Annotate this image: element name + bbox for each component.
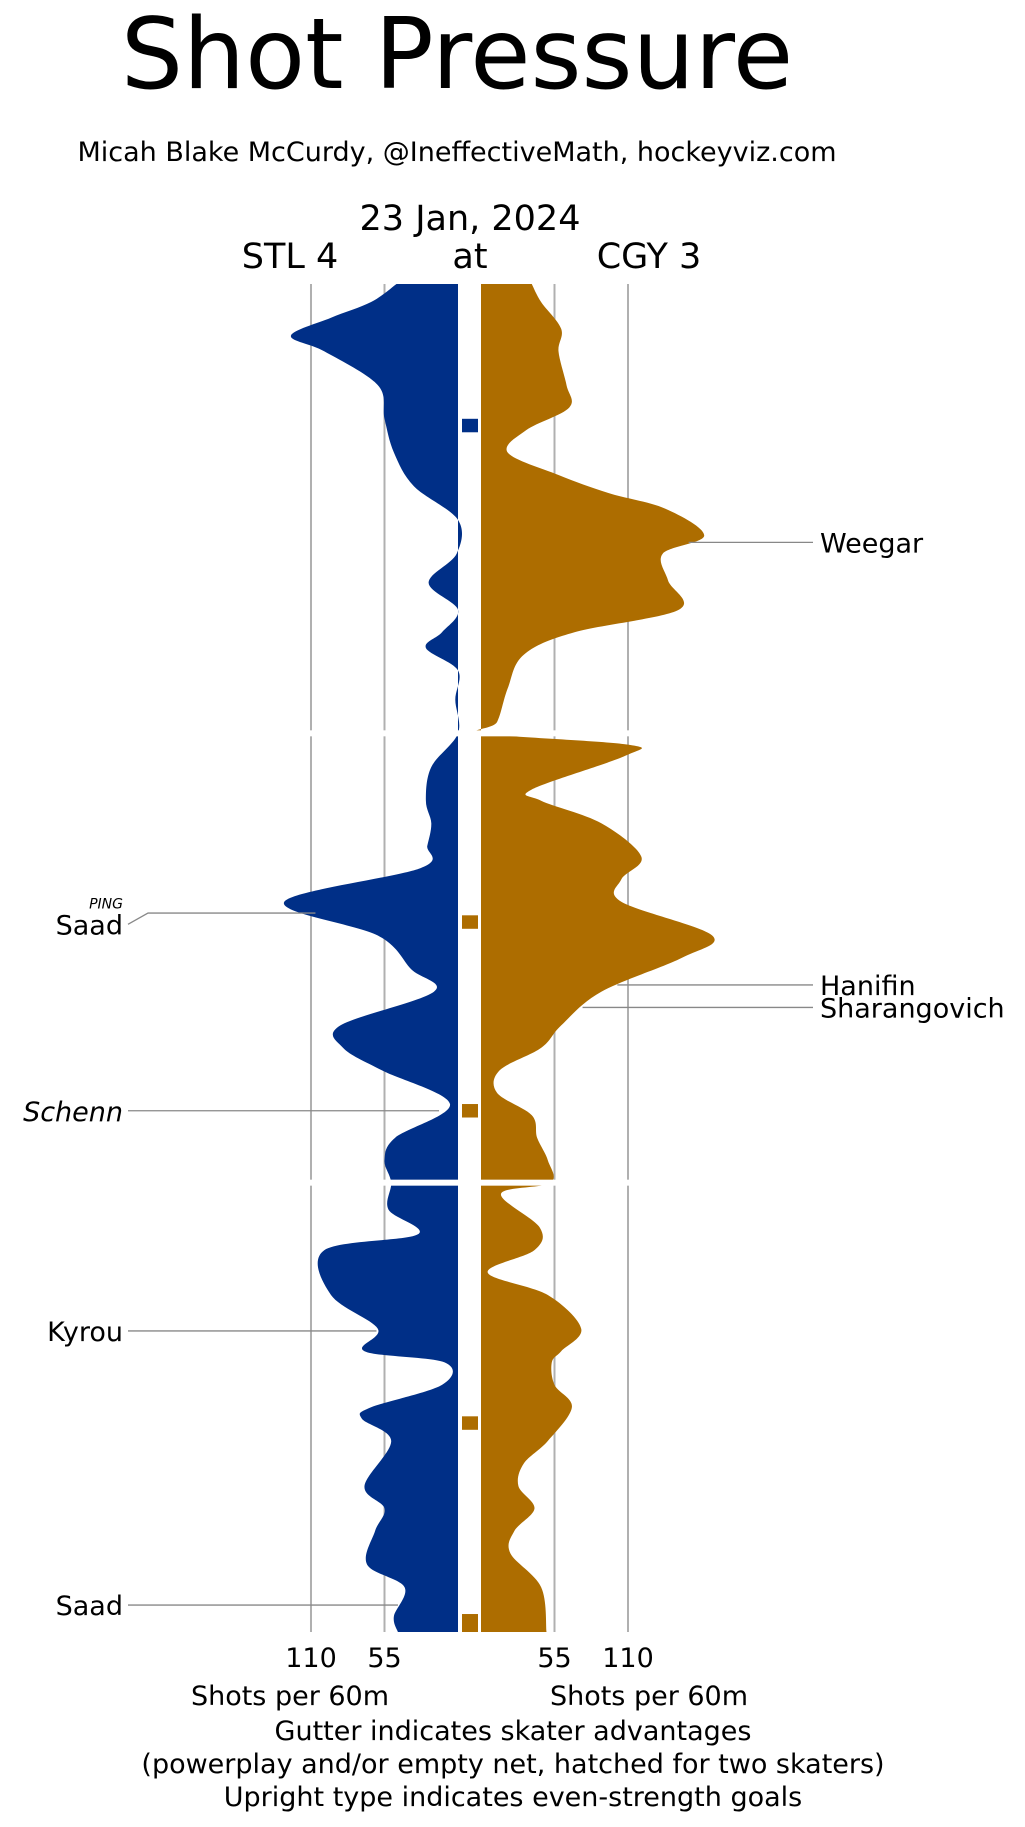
gutter-mark-cgy <box>462 1104 478 1118</box>
period-separator-1 <box>250 730 700 737</box>
game-date: 23 Jan, 2024 <box>360 199 581 239</box>
tick-label-left: 110 <box>285 1643 337 1674</box>
series-area-cgy <box>475 284 715 1632</box>
chart-subtitle: Micah Blake McCurdy, @IneffectiveMath, h… <box>77 137 836 168</box>
home-team-label: CGY 3 <box>597 237 702 277</box>
goal-tag: PING <box>89 896 123 912</box>
gutter-mark-stl <box>462 418 478 433</box>
goal-label: Saad <box>56 910 123 941</box>
goal-label: Hanifin <box>820 971 916 1002</box>
chart-title: Shot Pressure <box>121 0 793 112</box>
goal-label: Schenn <box>23 1097 123 1128</box>
plot-area: WeegarSaadPINGHanifinSharangovichSchennK… <box>23 284 1005 1674</box>
gutter-mark-cgy <box>462 1416 478 1430</box>
x-axis-label-right: Shots per 60m <box>550 1681 748 1712</box>
x-axis-label-left: Shots per 60m <box>191 1681 389 1712</box>
goal-label: Kyrou <box>47 1317 123 1348</box>
tick-label-right: 55 <box>537 1643 571 1674</box>
goal-label: Weegar <box>820 528 924 559</box>
footnote-gutter: Gutter indicates skater advantages <box>275 1716 752 1747</box>
goal-label: Sharangovich <box>820 993 1005 1024</box>
footnote-hatched: (powerplay and/or empty net, hatched for… <box>141 1749 884 1780</box>
tick-label-left: 55 <box>367 1643 401 1674</box>
tick-label-right: 110 <box>602 1643 654 1674</box>
gutter-mark-cgy <box>462 915 478 929</box>
annotation-line <box>127 912 316 925</box>
series-area-stl <box>283 284 463 1632</box>
away-team-label: STL 4 <box>242 237 339 277</box>
footnote-upright: Upright type indicates even-strength goa… <box>224 1782 802 1813</box>
period-separator-2 <box>250 1179 700 1186</box>
gutter-mark-cgy <box>462 1614 478 1632</box>
goal-label: Saad <box>56 1591 123 1622</box>
at-label: at <box>452 237 487 277</box>
